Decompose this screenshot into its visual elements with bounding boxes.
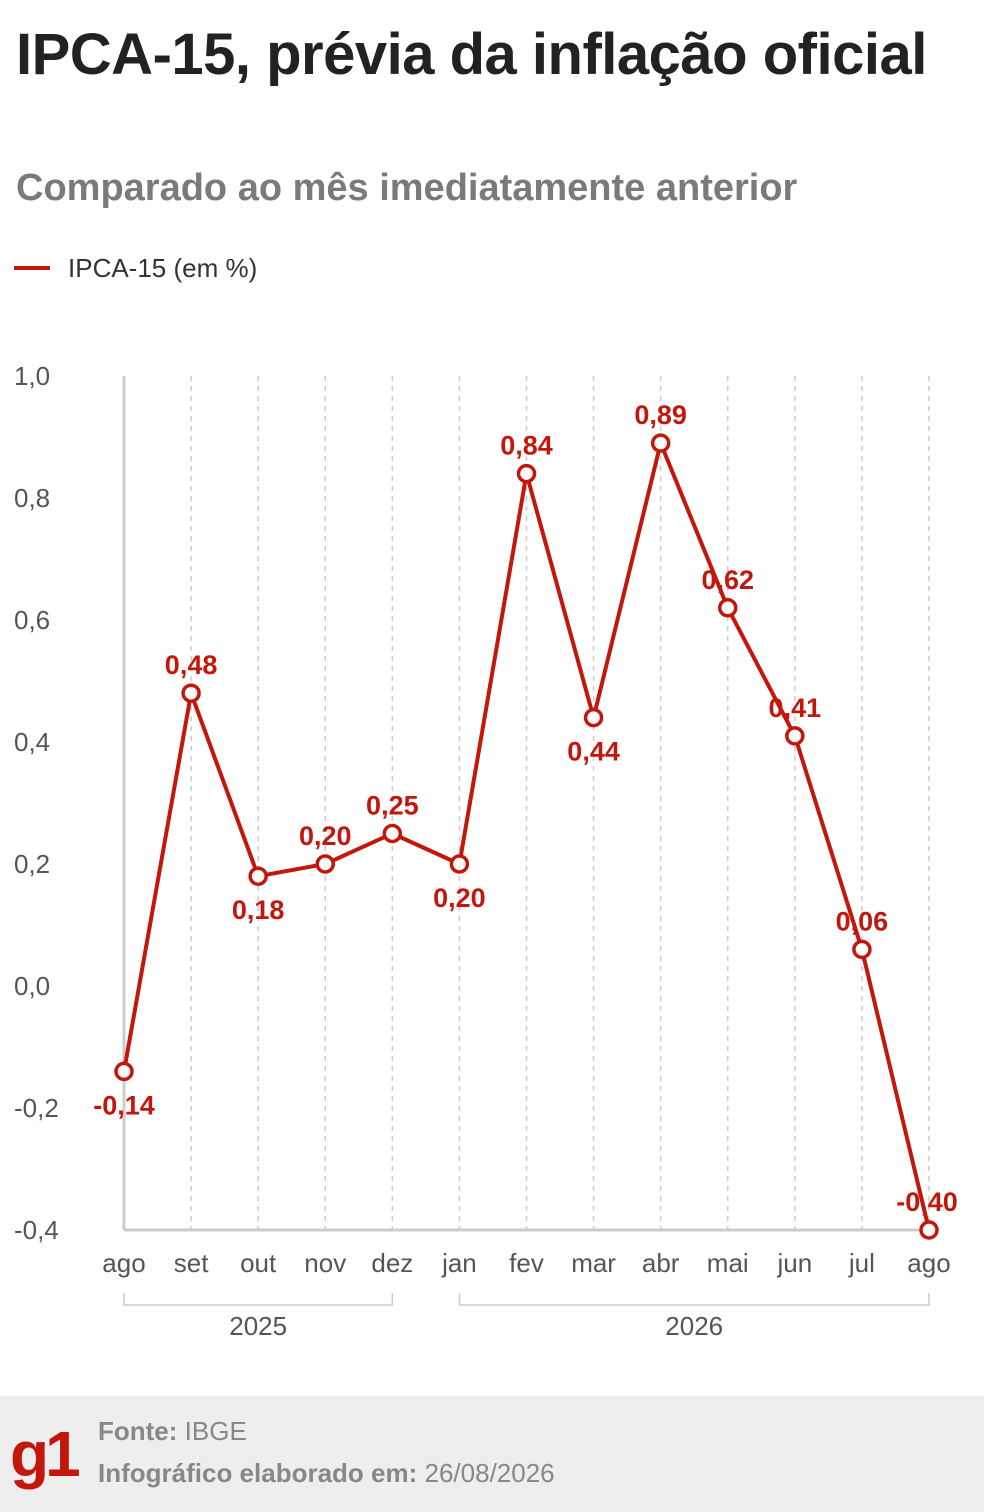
x-tick-label: fev: [509, 1248, 544, 1278]
data-point: [919, 1220, 939, 1240]
data-label: 0,89: [634, 400, 687, 430]
x-tick-label: mai: [707, 1248, 749, 1278]
data-label: -0,40: [896, 1187, 958, 1217]
x-tick-label: mar: [571, 1248, 616, 1278]
year-bracket: [123, 1293, 394, 1306]
data-point: [449, 854, 470, 874]
data-point: [583, 707, 604, 728]
data-label: 0,20: [433, 883, 486, 913]
legend-label: IPCA-15 (em %): [68, 252, 258, 283]
y-tick-label: -0,2: [14, 1093, 59, 1123]
legend-line-swatch: [14, 266, 50, 270]
x-tick-label: jun: [776, 1248, 812, 1278]
data-point: [248, 866, 268, 886]
data-point: [718, 598, 738, 618]
date-label: Infográfico elaborado em:: [98, 1458, 418, 1488]
chart-subtitle: Comparado ao mês imediatamente anterior: [16, 167, 798, 209]
source-line: Fonte: IBGE: [98, 1416, 247, 1447]
y-tick-label: 0,8: [14, 483, 50, 513]
g1-logo: g1: [10, 1418, 81, 1490]
data-label: 0,25: [366, 791, 419, 821]
data-label: 0,44: [567, 737, 620, 767]
legend: IPCA-15 (em %): [14, 248, 257, 288]
y-tick-label: 0,6: [14, 605, 50, 635]
data-label: 0,06: [836, 906, 889, 936]
data-label: 0,48: [165, 650, 218, 680]
data-point: [852, 939, 872, 960]
y-tick-label: 0,2: [14, 849, 50, 879]
chart-title: IPCA-15, prévia da inflação oficial: [16, 22, 927, 87]
y-tick-label: 0,4: [14, 727, 50, 757]
x-tick-label: ago: [102, 1248, 145, 1278]
date-line: Infográfico elaborado em: 26/08/2026: [98, 1458, 555, 1489]
data-point: [785, 726, 805, 746]
data-point: [315, 854, 335, 874]
data-point: [650, 433, 671, 453]
x-tick-label: abr: [642, 1248, 680, 1278]
data-label: 0,84: [500, 431, 553, 461]
footer: g1 Fonte: IBGE Infográfico elaborado em:…: [0, 1396, 984, 1512]
x-tick-label: jul: [848, 1248, 875, 1278]
y-tick-label: 0,0: [14, 971, 50, 1001]
data-label: -0,14: [93, 1090, 155, 1120]
y-tick-label: 1,0: [14, 361, 50, 391]
data-label: 0,41: [769, 693, 822, 723]
source-value: IBGE: [184, 1416, 247, 1446]
year-label: 2025: [229, 1311, 287, 1341]
data-label: 0,20: [299, 821, 352, 851]
data-point: [181, 683, 201, 703]
data-point: [114, 1061, 134, 1082]
x-tick-label: nov: [304, 1248, 346, 1278]
year-label: 2026: [665, 1311, 723, 1341]
y-tick-label: -0,4: [14, 1215, 59, 1245]
source-label: Fonte:: [98, 1416, 178, 1446]
data-label: 0,62: [701, 565, 754, 595]
data-point: [382, 823, 403, 844]
data-point: [516, 463, 537, 484]
x-tick-label: set: [174, 1248, 209, 1278]
x-tick-label: jan: [441, 1248, 477, 1278]
x-tick-label: dez: [371, 1248, 413, 1278]
data-label: 0,18: [232, 895, 285, 925]
x-tick-label: out: [240, 1248, 277, 1278]
x-tick-label: ago: [907, 1248, 950, 1278]
date-value: 26/08/2026: [424, 1458, 555, 1488]
year-bracket: [458, 1293, 930, 1306]
